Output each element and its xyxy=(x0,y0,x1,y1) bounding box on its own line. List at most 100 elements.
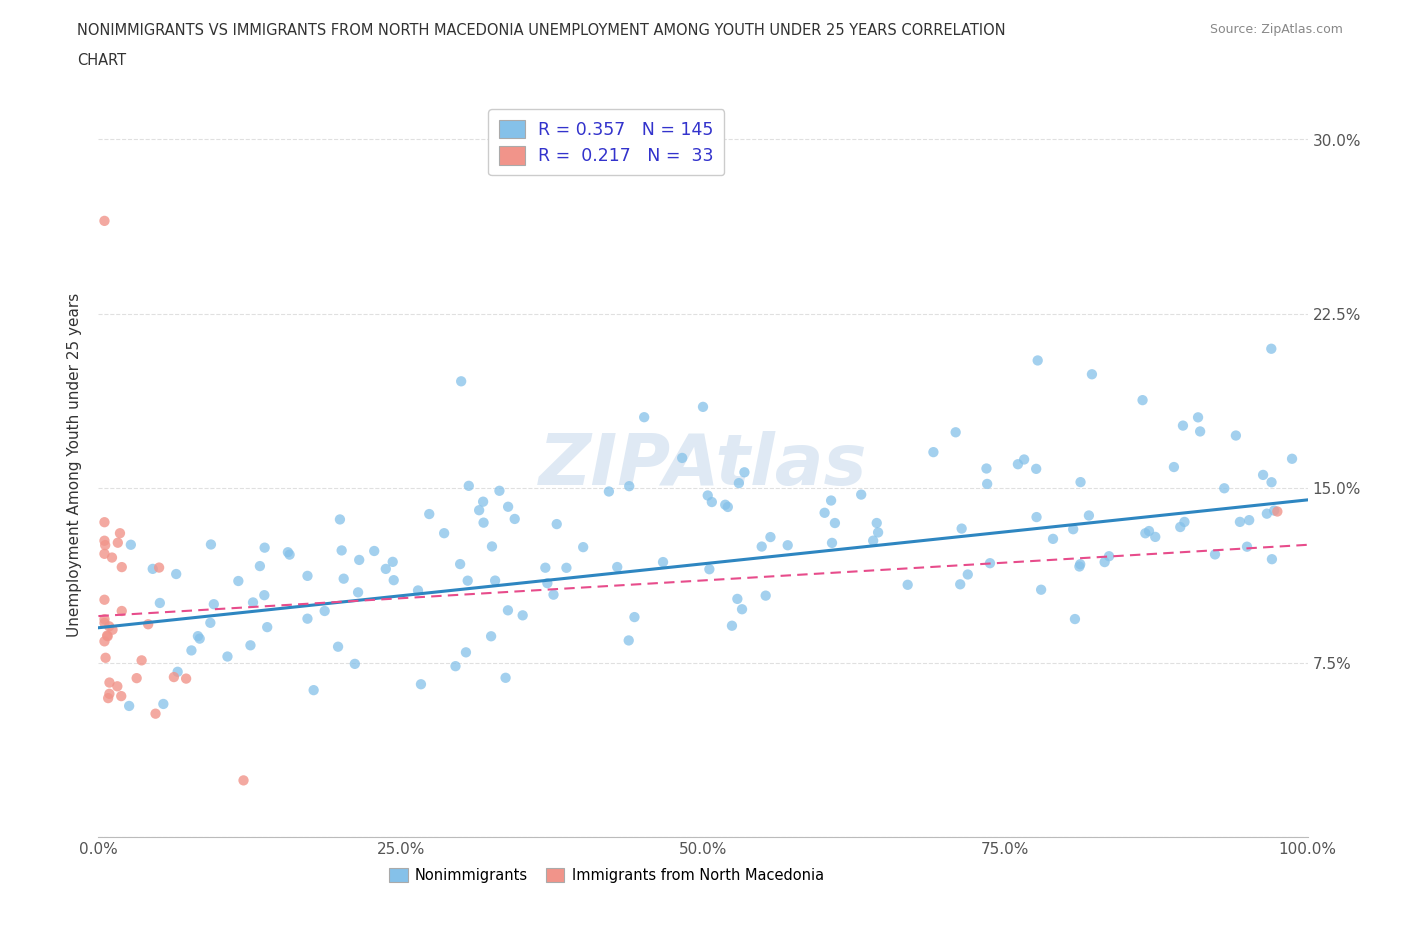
Point xyxy=(148,560,170,575)
Text: Source: ZipAtlas.com: Source: ZipAtlas.com xyxy=(1209,23,1343,36)
Point xyxy=(101,622,124,637)
Point xyxy=(512,608,534,623)
Point xyxy=(692,400,714,415)
Point xyxy=(329,512,352,527)
Point xyxy=(472,494,495,509)
Point xyxy=(1144,529,1167,544)
Point xyxy=(332,571,354,586)
Point xyxy=(93,214,115,229)
Text: NONIMMIGRANTS VS IMMIGRANTS FROM NORTH MACEDONIA UNEMPLOYMENT AMONG YOUTH UNDER : NONIMMIGRANTS VS IMMIGRANTS FROM NORTH M… xyxy=(77,23,1005,38)
Point xyxy=(700,495,723,510)
Point xyxy=(572,539,595,554)
Point xyxy=(1029,582,1052,597)
Point xyxy=(1012,452,1035,467)
Point xyxy=(1042,531,1064,546)
Point xyxy=(110,689,132,704)
Point xyxy=(1135,525,1157,540)
Point xyxy=(555,561,578,576)
Point xyxy=(1256,506,1278,521)
Point xyxy=(180,643,202,658)
Point xyxy=(101,551,124,565)
Point xyxy=(330,543,353,558)
Point xyxy=(202,597,225,612)
Point xyxy=(142,562,165,577)
Point xyxy=(472,515,495,530)
Point xyxy=(949,577,972,591)
Point xyxy=(1025,461,1047,476)
Point xyxy=(1163,459,1185,474)
Point xyxy=(343,657,366,671)
Point xyxy=(1261,551,1284,566)
Point xyxy=(1062,522,1084,537)
Point xyxy=(468,503,491,518)
Point xyxy=(496,603,519,618)
Point xyxy=(232,773,254,788)
Point xyxy=(93,546,115,561)
Point xyxy=(93,533,115,548)
Point xyxy=(242,595,264,610)
Point xyxy=(1007,457,1029,472)
Point xyxy=(813,505,835,520)
Point xyxy=(699,562,721,577)
Point xyxy=(374,562,396,577)
Point xyxy=(107,536,129,551)
Point xyxy=(277,545,299,560)
Point xyxy=(187,629,209,644)
Point xyxy=(188,631,211,646)
Point xyxy=(93,612,115,627)
Point xyxy=(382,573,405,588)
Point xyxy=(457,573,479,588)
Point xyxy=(976,461,998,476)
Point xyxy=(418,507,440,522)
Point xyxy=(97,629,120,644)
Point xyxy=(93,592,115,607)
Point xyxy=(409,677,432,692)
Point xyxy=(93,515,115,530)
Point xyxy=(165,566,187,581)
Point xyxy=(314,604,336,618)
Point xyxy=(851,487,873,502)
Legend: Nonimmigrants, Immigrants from North Macedonia: Nonimmigrants, Immigrants from North Mac… xyxy=(382,862,830,889)
Point xyxy=(1260,475,1282,490)
Point xyxy=(433,525,456,540)
Point xyxy=(1187,410,1209,425)
Point xyxy=(1025,510,1047,525)
Point xyxy=(536,576,558,591)
Point xyxy=(950,521,973,536)
Point xyxy=(297,611,319,626)
Point xyxy=(1237,512,1260,527)
Point xyxy=(98,686,121,701)
Point xyxy=(897,578,920,592)
Point xyxy=(866,515,889,530)
Point xyxy=(1026,353,1049,368)
Point xyxy=(152,697,174,711)
Point xyxy=(120,538,142,552)
Point xyxy=(1081,366,1104,381)
Point xyxy=(617,633,640,648)
Point xyxy=(118,698,141,713)
Point xyxy=(868,525,890,539)
Point xyxy=(1168,520,1191,535)
Point xyxy=(98,675,121,690)
Point xyxy=(479,629,502,644)
Point xyxy=(363,543,385,558)
Point xyxy=(598,484,620,498)
Point xyxy=(1064,612,1087,627)
Point xyxy=(721,618,744,633)
Point xyxy=(821,536,844,551)
Point xyxy=(105,679,128,694)
Point xyxy=(671,450,693,465)
Point xyxy=(717,499,740,514)
Point xyxy=(733,465,755,480)
Point xyxy=(820,493,842,508)
Point xyxy=(503,512,526,526)
Point xyxy=(979,556,1001,571)
Point xyxy=(108,525,131,540)
Point xyxy=(96,628,118,643)
Point xyxy=(136,617,159,631)
Point xyxy=(633,410,655,425)
Point xyxy=(496,499,519,514)
Point xyxy=(696,488,718,503)
Point xyxy=(217,649,239,664)
Point xyxy=(166,664,188,679)
